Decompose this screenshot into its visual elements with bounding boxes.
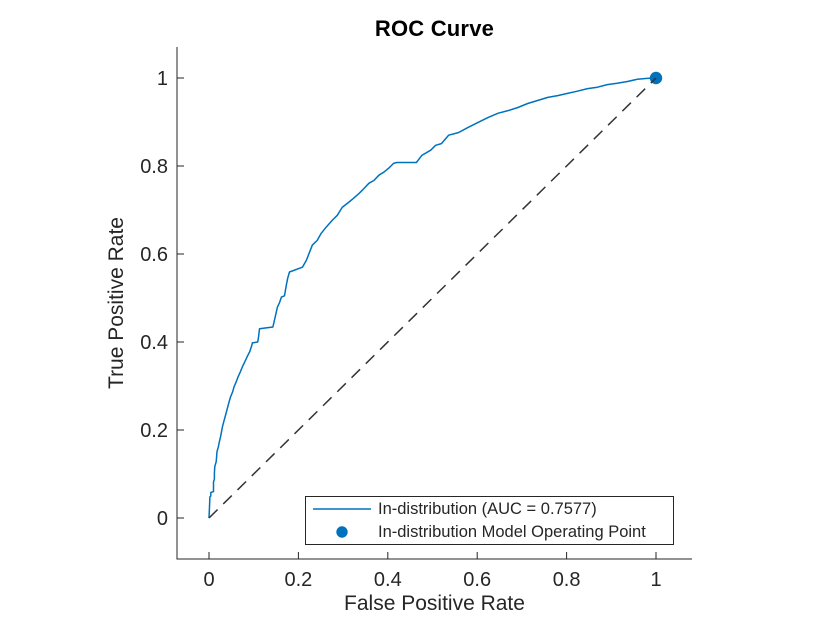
legend: In-distribution (AUC = 0.7577) In-distri… xyxy=(305,496,674,545)
x-axis-label: False Positive Rate xyxy=(344,592,525,615)
circle-marker-icon xyxy=(306,524,378,540)
legend-label-roc-curve: In-distribution (AUC = 0.7577) xyxy=(378,499,597,518)
x-tick-label: 0 xyxy=(203,569,214,591)
legend-item-operating-point: In-distribution Model Operating Point xyxy=(306,521,673,543)
x-tick-label: 0.6 xyxy=(463,569,491,591)
y-tick-label: 0.6 xyxy=(140,244,168,266)
chart-title: ROC Curve xyxy=(374,16,495,41)
roc-curve-line xyxy=(208,77,657,519)
legend-item-roc-curve: In-distribution (AUC = 0.7577) xyxy=(306,498,673,520)
y-tick-label: 0.8 xyxy=(140,156,168,178)
line-sample-icon xyxy=(306,506,378,512)
legend-label-operating-point: In-distribution Model Operating Point xyxy=(378,522,646,541)
x-tick-label: 0.4 xyxy=(374,569,402,591)
y-axis-label: True Positive Rate xyxy=(105,217,128,389)
x-tick-label: 0.8 xyxy=(553,569,581,591)
y-tick-label: 0.2 xyxy=(140,420,168,442)
chance-diagonal-line xyxy=(208,77,657,519)
x-tick-label: 1 xyxy=(650,569,661,591)
y-tick-label: 0.4 xyxy=(140,332,168,354)
x-tick-label: 0.2 xyxy=(284,569,312,591)
y-tick-label: 1 xyxy=(157,68,168,90)
y-tick-label: 0 xyxy=(157,508,168,530)
